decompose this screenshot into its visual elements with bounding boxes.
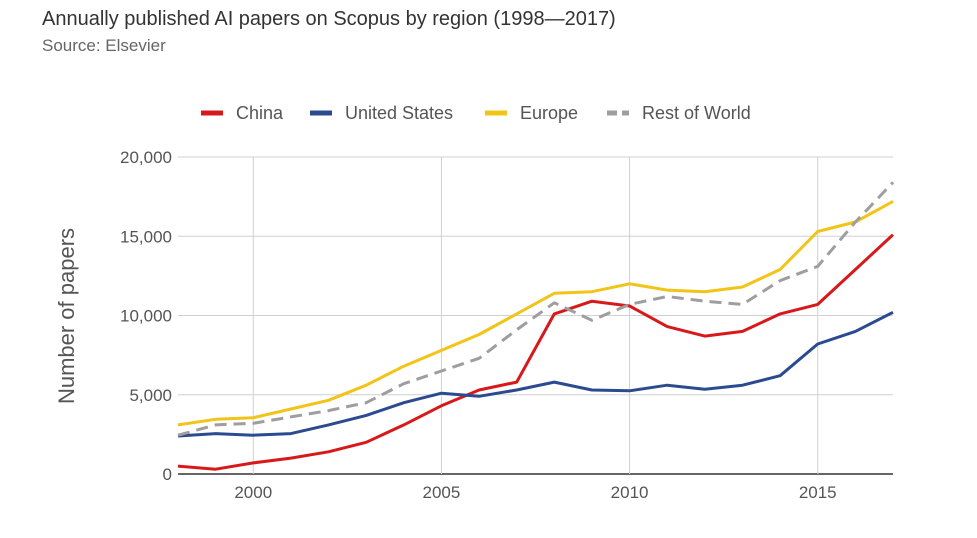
y-tick-label: 15,000 <box>120 227 172 246</box>
x-tick-label: 2010 <box>611 483 649 502</box>
legend-label-china: China <box>236 103 284 123</box>
legend: China United States Europe Rest of World <box>201 103 751 123</box>
y-tick-label: 10,000 <box>120 307 172 326</box>
chart-subtitle: Source: Elsevier <box>42 36 166 55</box>
series-lines <box>177 181 895 471</box>
legend-label-europe: Europe <box>520 103 578 123</box>
y-tick-label: 5,000 <box>129 386 172 405</box>
chart-title: Annually published AI papers on Scopus b… <box>42 8 616 30</box>
legend-label-united-states: United States <box>345 103 453 123</box>
y-tick-label: 20,000 <box>120 148 172 167</box>
series-line-europe <box>177 200 894 427</box>
x-tick-label: 2005 <box>423 483 461 502</box>
x-tick-label: 2015 <box>799 483 837 502</box>
series-line-united-states <box>177 310 894 438</box>
x-tick-label: 2000 <box>234 483 272 502</box>
series-line-rest-of-world <box>177 181 895 437</box>
axes: 0 5,000 10,000 15,000 20,000 2000 2005 2010 2015 <box>120 148 837 502</box>
y-tick-label: 0 <box>163 465 172 484</box>
legend-label-rest-of-world: Rest of World <box>642 103 751 123</box>
series-line-china <box>177 233 895 471</box>
y-axis-label: Number of papers <box>54 228 79 404</box>
